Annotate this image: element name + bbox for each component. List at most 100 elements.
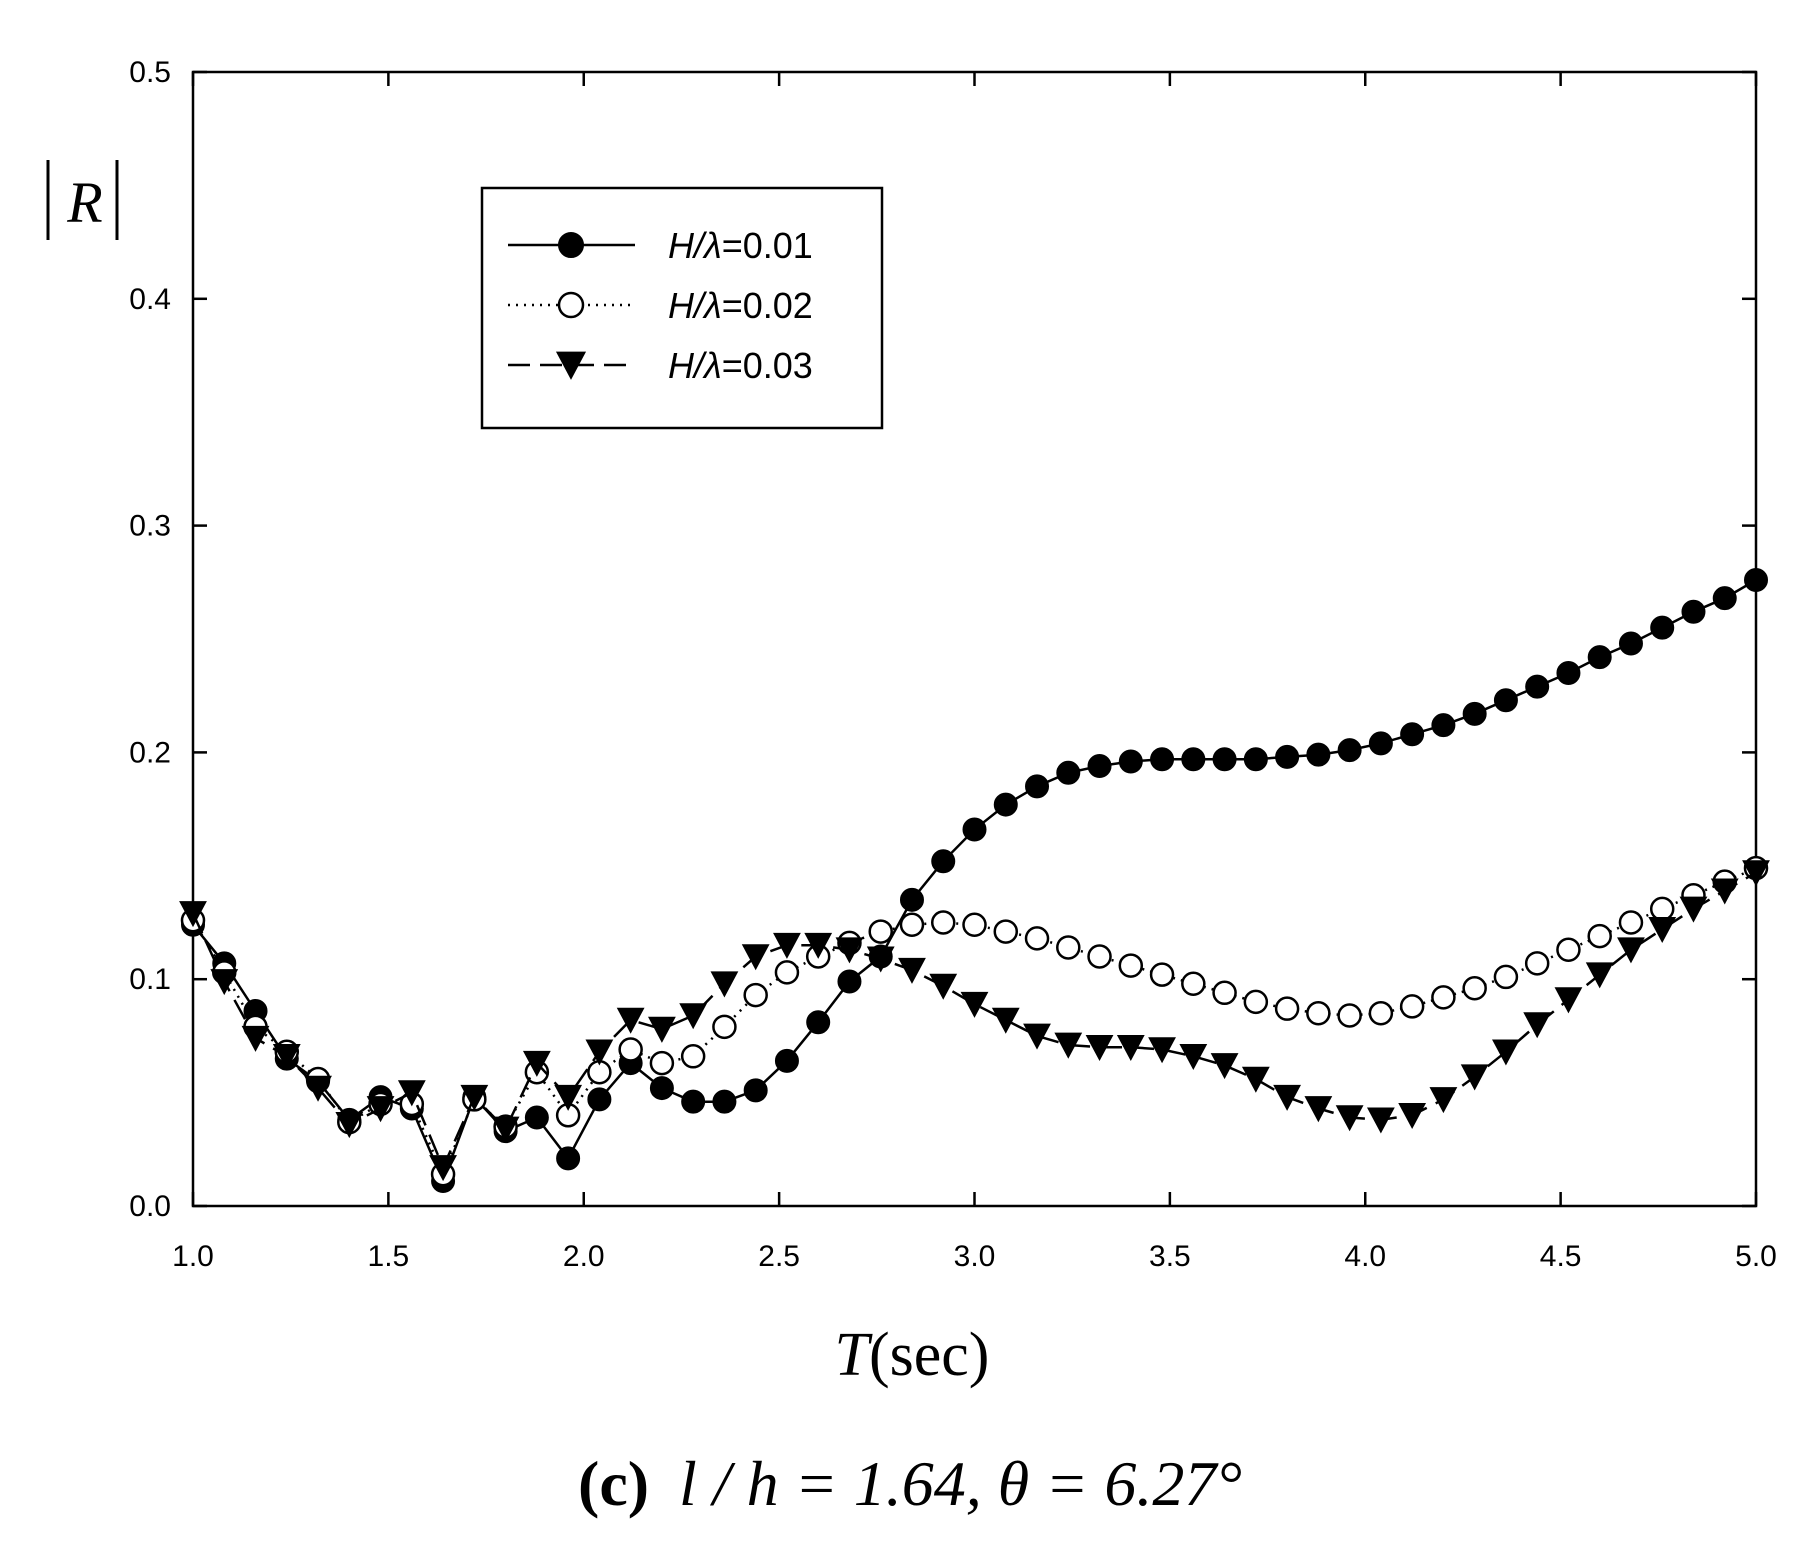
y-tick-label: 0.5 <box>129 56 171 89</box>
data-point <box>712 1089 737 1114</box>
legend-label: H/λ=0.03 <box>668 345 813 386</box>
legend-items: H/λ=0.01H/λ=0.02H/λ=0.03 <box>508 225 813 386</box>
data-point <box>1431 985 1456 1010</box>
legend-label-value: =0.02 <box>722 285 813 326</box>
data-point <box>1056 760 1081 785</box>
data-point <box>866 946 895 973</box>
legend-marker <box>555 351 587 380</box>
data-point <box>1399 994 1425 1019</box>
data-point <box>1116 1034 1145 1061</box>
x-tick-label: 3.0 <box>954 1240 996 1273</box>
legend-label-value: =0.03 <box>722 345 813 386</box>
data-point <box>898 957 926 984</box>
data-point <box>1241 1066 1270 1093</box>
data-point <box>649 1050 675 1076</box>
x-tick-label: 2.5 <box>758 1240 800 1273</box>
data-point <box>1024 926 1050 951</box>
series-layer <box>179 568 1770 1194</box>
data-point <box>522 1050 551 1077</box>
data-point <box>1054 1032 1083 1059</box>
data-point <box>1273 1084 1302 1111</box>
data-point <box>429 1155 457 1182</box>
series-3 <box>179 860 1770 1182</box>
x-tick-label: 1.5 <box>368 1240 410 1273</box>
series-line <box>191 871 1757 1171</box>
y-tick-label: 0.0 <box>129 1190 171 1223</box>
caption-formula: l / h = 1.64, θ = 6.27° <box>679 1448 1242 1519</box>
data-point <box>1368 1000 1394 1026</box>
data-point <box>1398 1102 1427 1129</box>
data-point <box>931 849 956 874</box>
data-point <box>1431 713 1456 738</box>
data-point <box>1118 749 1143 774</box>
legend-label-symbol: H/λ <box>668 345 722 386</box>
data-point <box>1025 774 1050 799</box>
data-point <box>1462 976 1487 1001</box>
data-point <box>1617 937 1645 964</box>
data-point <box>1618 910 1644 935</box>
data-point <box>1150 747 1175 772</box>
data-point <box>960 991 989 1018</box>
y-tick-label: 0.1 <box>129 963 171 996</box>
data-point <box>1210 1053 1239 1080</box>
data-point <box>743 1078 768 1103</box>
data-point <box>991 1007 1020 1034</box>
data-point <box>993 919 1019 944</box>
data-point <box>1429 1087 1458 1114</box>
data-point <box>712 1014 737 1040</box>
data-point <box>804 932 833 959</box>
data-point <box>1023 1023 1051 1050</box>
data-point <box>1650 615 1675 640</box>
legend-marker <box>557 291 585 319</box>
data-point <box>587 1087 612 1112</box>
legend-label-symbol: H/λ <box>668 225 722 266</box>
data-point <box>1181 747 1206 772</box>
x-axis-ticks: 1.0 1.5 2.0 2.5 3.0 3.5 4.0 4.5 5.0 <box>172 72 1777 1273</box>
data-point <box>1710 878 1739 905</box>
data-point <box>1212 747 1237 772</box>
x-tick-label: 4.0 <box>1344 1240 1386 1273</box>
data-point <box>1148 1037 1176 1064</box>
data-point <box>710 971 739 998</box>
data-point <box>741 944 770 971</box>
legend-label-value: =0.01 <box>722 225 813 266</box>
y-tick-label: 0.3 <box>129 510 171 543</box>
data-point <box>1648 917 1677 944</box>
data-point <box>241 1025 270 1052</box>
x-tick-label: 5.0 <box>1735 1240 1777 1273</box>
legend-box <box>480 186 884 430</box>
legend-marker <box>558 232 584 258</box>
data-point <box>993 792 1018 817</box>
data-point <box>556 1146 581 1171</box>
legend-label-symbol: H/λ <box>668 285 722 326</box>
data-point <box>899 887 924 912</box>
y-tick-label: 0.2 <box>129 736 171 769</box>
legend: H/λ=0.01H/λ=0.02H/λ=0.03 <box>480 186 884 430</box>
data-point <box>681 1089 706 1114</box>
legend-label: H/λ=0.01 <box>668 225 813 266</box>
data-point <box>962 912 987 938</box>
data-point <box>1523 1012 1552 1039</box>
data-point <box>1744 568 1768 593</box>
data-point <box>1118 953 1144 978</box>
data-point <box>585 1039 614 1066</box>
data-point <box>1524 951 1550 976</box>
data-point <box>1243 989 1269 1015</box>
data-point <box>618 1037 643 1062</box>
data-point <box>835 937 864 964</box>
data-point <box>1742 860 1770 887</box>
data-point <box>397 1080 426 1107</box>
data-point <box>647 1016 676 1043</box>
plot-frame <box>191 70 1758 1208</box>
data-point <box>1181 971 1206 996</box>
data-point <box>649 1076 674 1101</box>
data-point <box>1149 962 1175 987</box>
caption-panel: (c) <box>578 1448 649 1519</box>
data-point <box>837 969 862 994</box>
data-point <box>210 969 239 996</box>
x-label-unit: (sec) <box>869 1321 989 1389</box>
figure-caption: (c) l / h = 1.64, θ = 6.27° <box>578 1448 1242 1519</box>
data-point <box>1085 1034 1114 1061</box>
data-point <box>1492 1039 1520 1066</box>
